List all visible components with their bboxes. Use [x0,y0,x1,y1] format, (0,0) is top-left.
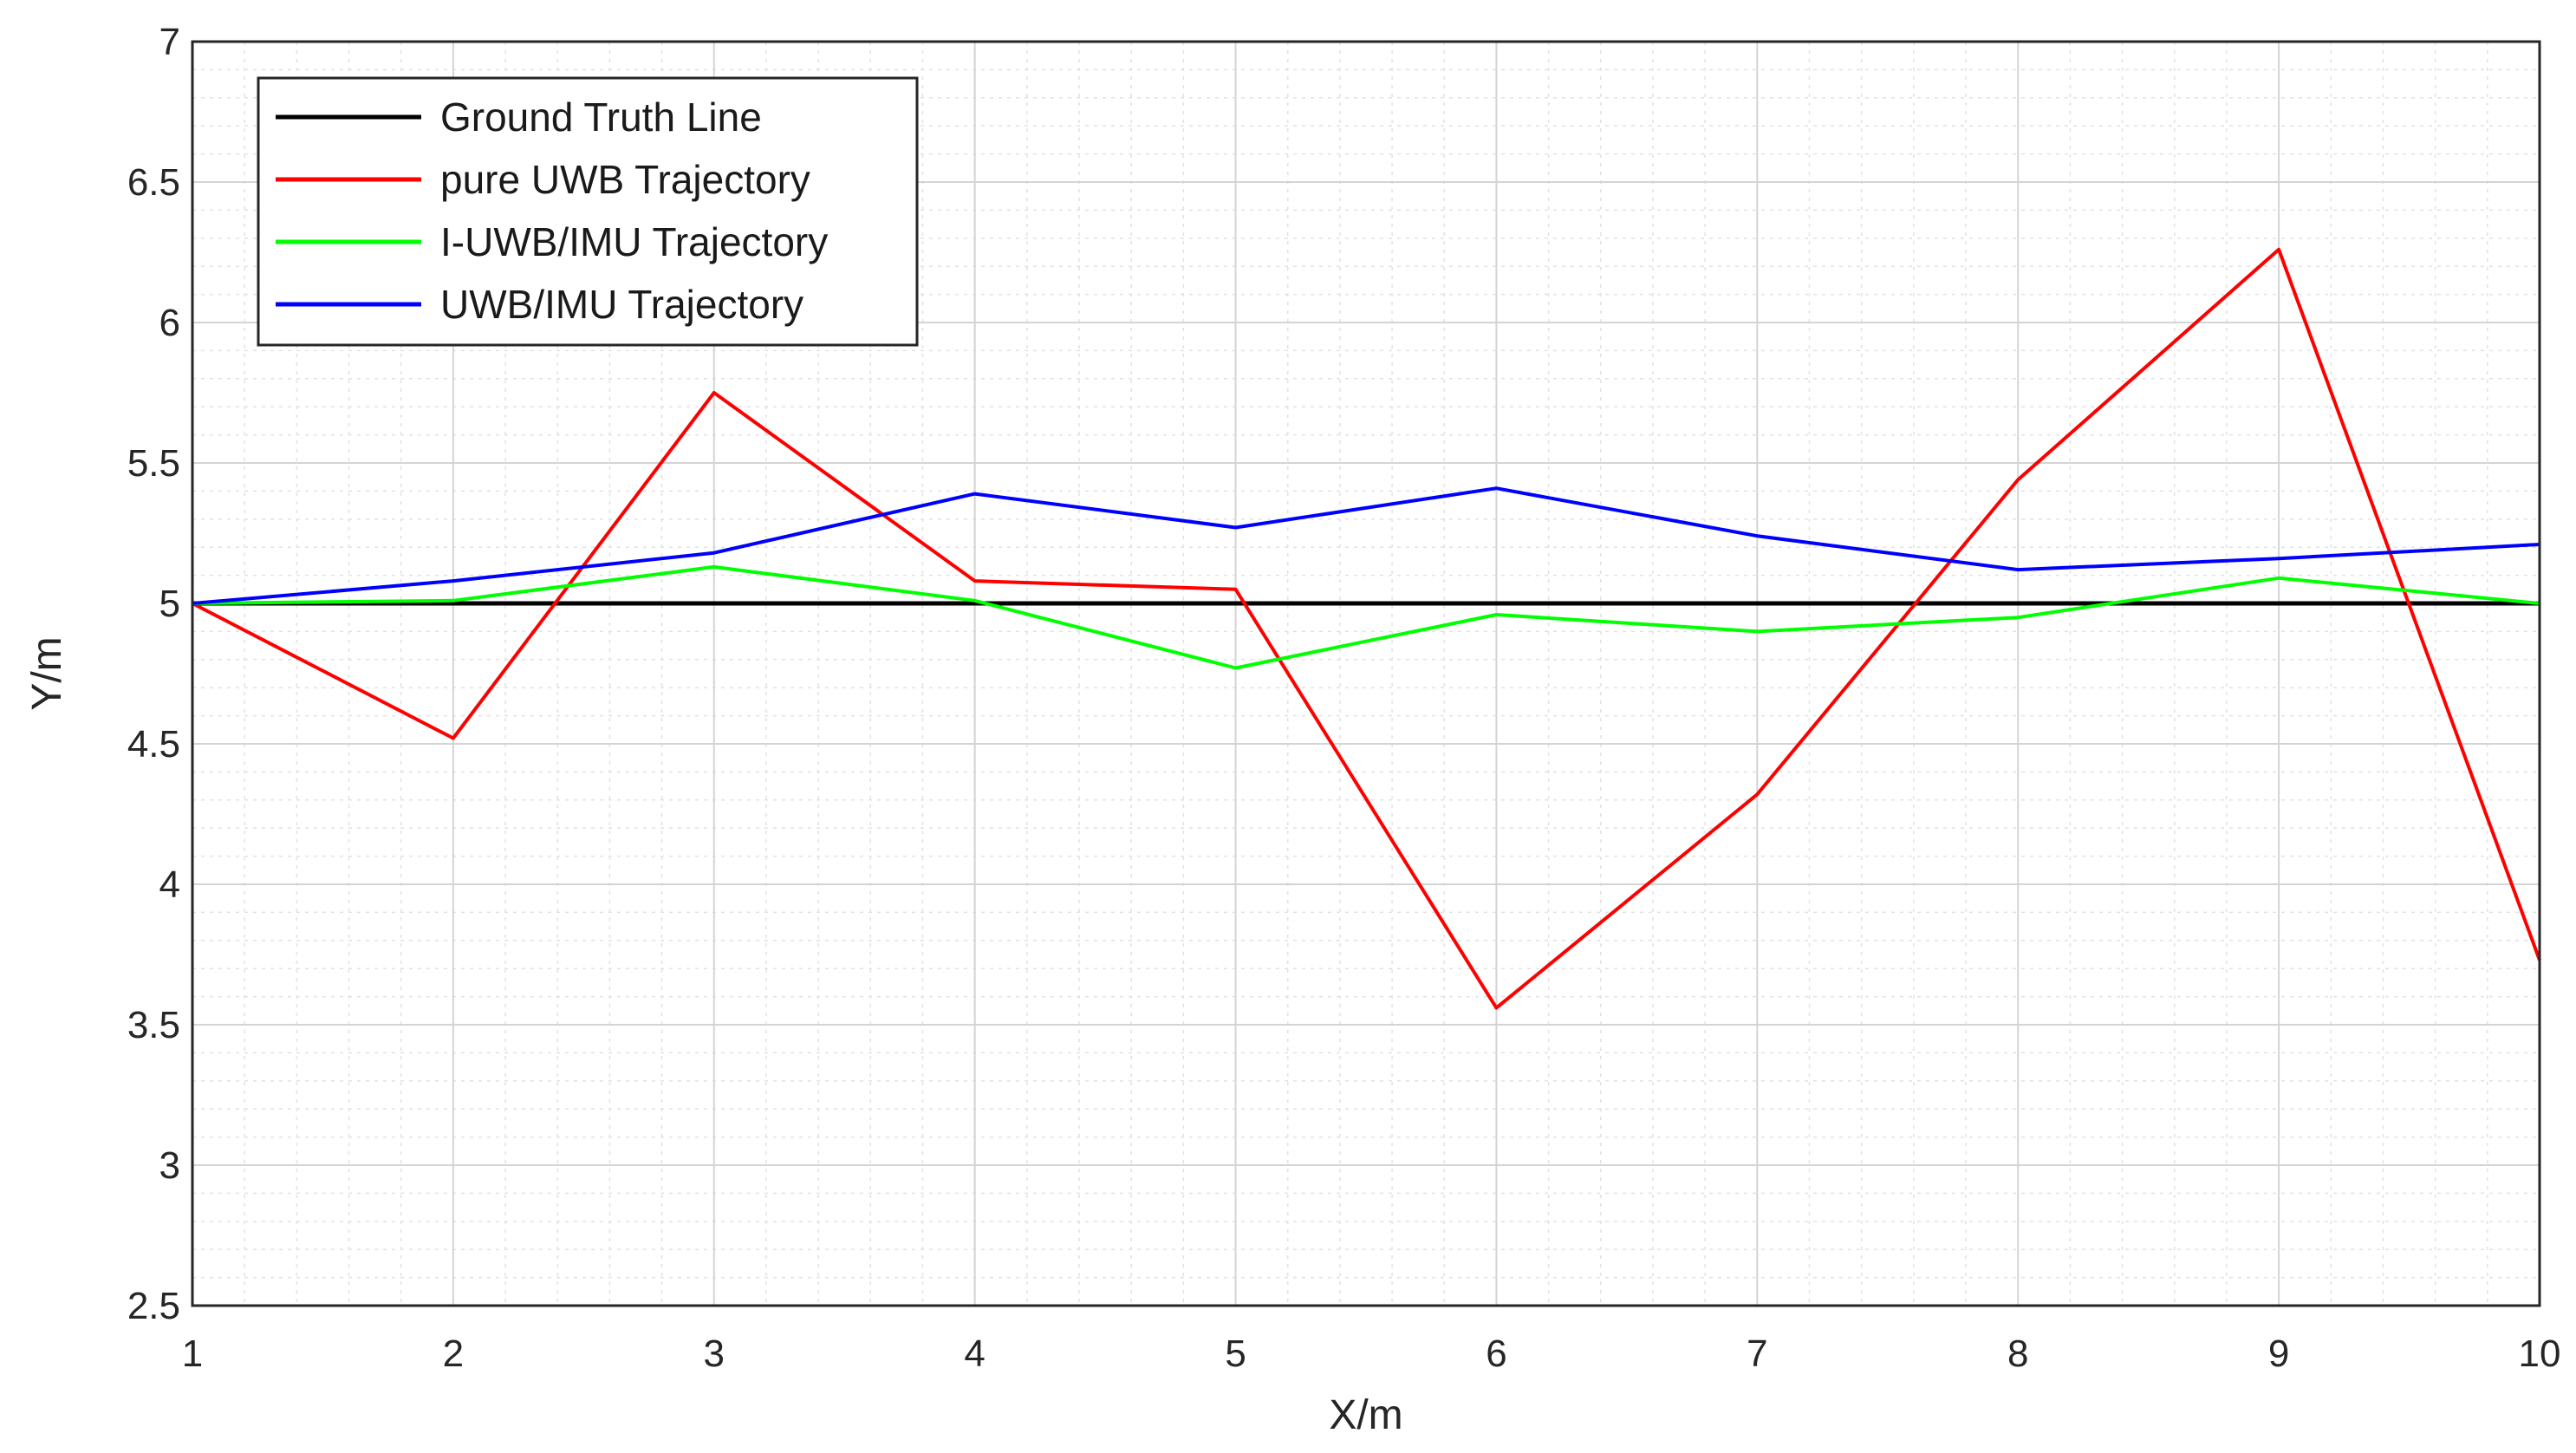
y-tick-label: 4 [159,863,180,906]
x-tick-label: 1 [182,1332,203,1375]
legend-label: Ground Truth Line [440,94,762,140]
y-tick-label: 2.5 [127,1285,180,1327]
y-tick-label: 3.5 [127,1004,180,1046]
y-tick-label: 5 [159,583,180,625]
x-tick-label: 6 [1486,1332,1506,1375]
x-tick-label: 2 [443,1332,464,1375]
x-tick-label: 3 [704,1332,725,1375]
x-tick-label: 4 [964,1332,985,1375]
plot-frame [191,40,2541,1307]
y-tick-label: 6.5 [127,161,180,204]
y-axis-title: Y/m [24,636,70,710]
y-tick-labels: 2.5 3 3.5 4 4.5 5 5.5 6 6.5 7 [127,21,180,1327]
x-tick-label: 8 [2007,1332,2028,1375]
x-tick-labels: 1 2 3 4 5 6 7 8 9 10 [182,1332,2561,1375]
x-tick-label: 9 [2268,1332,2289,1375]
x-tick-label: 10 [2519,1332,2561,1375]
y-tick-label: 6 [159,302,180,344]
y-tick-label: 5.5 [127,442,180,485]
y-tick-label: 3 [159,1144,180,1187]
series-line-3 [192,486,2540,605]
legend-label: I-UWB/IMU Trajectory [440,219,828,264]
x-tick-label: 5 [1225,1332,1246,1375]
x-tick-label: 7 [1747,1332,1767,1375]
series-layer [192,247,2541,1010]
legend-label: pure UWB Trajectory [440,157,810,202]
y-tick-label: 7 [159,21,180,63]
legend-box [257,76,919,347]
y-tick-label: 4.5 [127,723,180,766]
x-axis-title: X/m [1329,1392,1402,1438]
legend: Ground Truth Line pure UWB Trajectory I-UW… [257,76,919,347]
series-line-2 [192,564,2540,670]
legend-label: UWB/IMU Trajectory [440,282,803,327]
